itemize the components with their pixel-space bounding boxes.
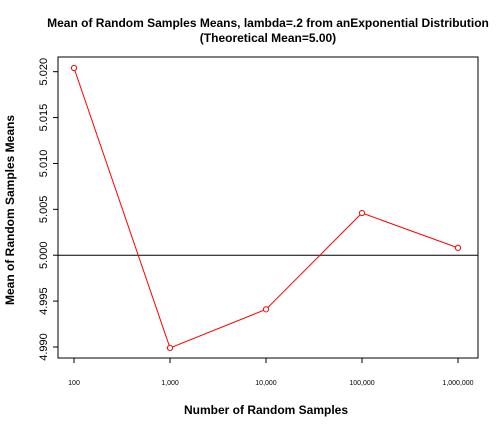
data-point: [454, 244, 462, 251]
y-tick-label: 4.995: [38, 287, 50, 315]
y-axis: 4.990 4.995 5.000 5.005 5.010 5.015 5.020: [38, 58, 59, 361]
data-point: [358, 209, 366, 217]
series-layer: [70, 64, 462, 352]
y-tick-label: 5.010: [38, 150, 50, 178]
plot-area: [57, 56, 479, 359]
x-tick-label: 100,000: [349, 380, 374, 387]
chart-subtitle: (Theoretical Mean=5.00): [200, 31, 336, 45]
x-axis-label: Number of Random Samples: [184, 403, 348, 417]
x-tick-label: 100: [68, 380, 80, 387]
data-point: [262, 306, 270, 313]
x-tick-label: 10,000: [255, 380, 277, 387]
y-tick-label: 5.000: [38, 241, 50, 269]
y-axis-label: Mean of Random Samples Means: [3, 115, 17, 305]
y-tick-label: 5.020: [38, 58, 50, 86]
data-point: [70, 64, 78, 72]
y-tick-label: 5.005: [38, 196, 50, 224]
y-tick-label: 4.990: [38, 333, 50, 361]
x-axis: 100 1,000 10,000 100,000 1,000,000: [68, 357, 474, 387]
chart-title: Mean of Random Samples Means, lambda=.2 …: [47, 16, 489, 30]
y-tick-label: 5.015: [38, 104, 50, 132]
x-tick-label: 1,000: [161, 380, 179, 387]
x-tick-label: 1,000,000: [442, 380, 473, 387]
series-line: [73, 67, 459, 349]
data-point: [166, 344, 174, 352]
